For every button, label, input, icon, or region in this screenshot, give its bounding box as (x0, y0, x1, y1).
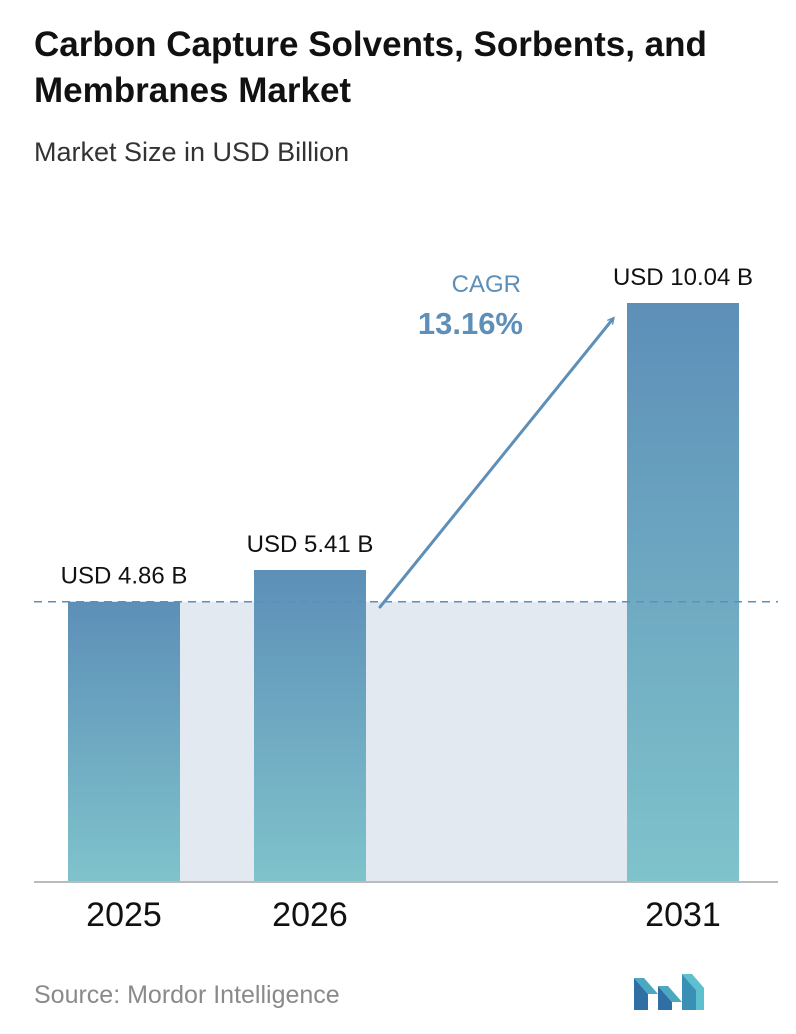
value-label-2026: USD 5.41 B (247, 531, 374, 558)
cagr-arrow (378, 320, 612, 609)
bar-chart: 2025 USD 4.86 B 2026 USD 5.41 B 2031 USD 10.0… (34, 264, 778, 934)
source-text: Source: Mordor Intelligence (34, 981, 340, 1009)
value-label-2025: USD 4.86 B (61, 563, 188, 590)
cagr-label: CAGR (452, 271, 521, 298)
bar-2025 (68, 601, 180, 882)
value-label-2031: USD 10.04 B (613, 264, 753, 291)
growth-band (180, 601, 254, 882)
bar-2031 (627, 303, 739, 882)
chart-title: Carbon Capture Solvents, Sorbents, and M… (34, 25, 707, 110)
cagr-value: 13.16% (418, 306, 523, 341)
x-tick-label-2031: 2031 (645, 896, 721, 934)
chart-subtitle: Market Size in USD Billion (34, 137, 350, 167)
x-tick-label-2025: 2025 (86, 896, 162, 934)
growth-band (366, 601, 627, 882)
bar-2026 (254, 570, 366, 882)
mordor-intelligence-logo-icon (634, 974, 704, 1010)
x-tick-label-2026: 2026 (272, 896, 348, 934)
